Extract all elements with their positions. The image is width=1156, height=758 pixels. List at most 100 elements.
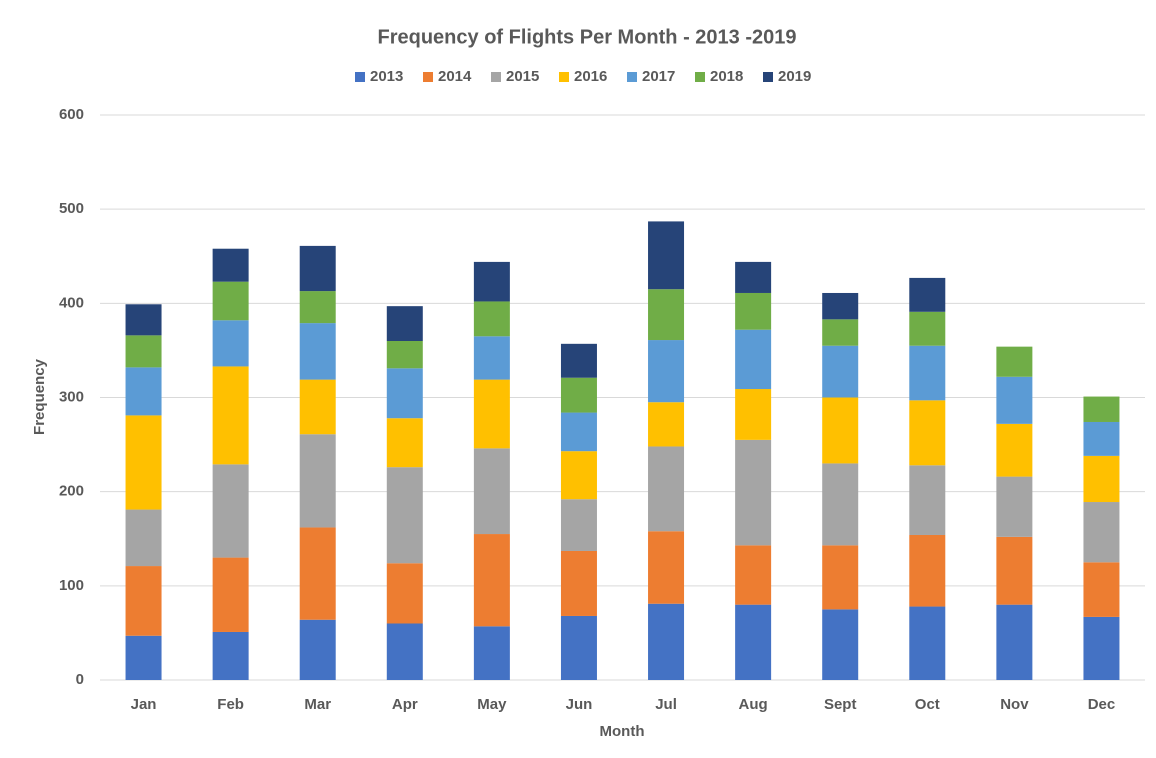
bar-segment <box>125 335 162 368</box>
bar-segment <box>125 635 162 680</box>
bar-segment <box>735 439 772 546</box>
bar-segment <box>473 261 510 302</box>
bar-segment <box>125 509 162 567</box>
x-tick-label: Sept <box>824 696 857 713</box>
bar-segment <box>996 476 1033 537</box>
bar-segment <box>648 402 685 447</box>
bar-segment <box>909 400 946 466</box>
bar-segment <box>560 615 597 680</box>
bar-segment <box>822 319 859 346</box>
legend-label: 2019 <box>778 68 811 85</box>
bar-segment <box>822 545 859 610</box>
bar-segment <box>473 448 510 535</box>
bar-segment <box>648 221 685 290</box>
bar-segment <box>735 292 772 330</box>
legend-swatch <box>491 72 501 82</box>
legend-swatch <box>627 72 637 82</box>
bar-segment <box>735 604 772 680</box>
bar-segment <box>299 619 336 680</box>
bar-segment <box>648 340 685 403</box>
bar-segment <box>299 323 336 380</box>
bar-segment <box>648 446 685 532</box>
bar-segment <box>909 277 946 312</box>
bar-segment <box>212 366 249 465</box>
bar-segment <box>299 245 336 292</box>
legend-label: 2013 <box>370 68 403 85</box>
bar-segment <box>822 292 859 320</box>
legend-label: 2015 <box>506 68 539 85</box>
bar-segment <box>473 626 510 680</box>
legend-swatch <box>423 72 433 82</box>
x-tick-label: Jan <box>131 696 157 713</box>
bar-segment <box>125 566 162 636</box>
bar-segment <box>473 534 510 627</box>
bar-segment <box>560 550 597 616</box>
bar-segment <box>822 609 859 680</box>
x-tick-label: Jul <box>655 696 677 713</box>
x-tick-label: Aug <box>739 696 768 713</box>
bar-segment <box>996 423 1033 477</box>
x-tick-label: Mar <box>304 696 331 713</box>
legend-swatch <box>355 72 365 82</box>
bar-segment <box>299 434 336 528</box>
x-tick-label: Dec <box>1088 696 1116 713</box>
legend-swatch <box>695 72 705 82</box>
bar-segment <box>125 304 162 336</box>
bar-segment <box>909 345 946 401</box>
y-tick-label: 100 <box>59 577 84 594</box>
bar-segment <box>909 311 946 346</box>
bar-segment <box>822 397 859 464</box>
bar-segment <box>386 623 423 680</box>
legend-label: 2018 <box>710 68 743 85</box>
bar-segment <box>1083 502 1120 563</box>
bar-segment <box>125 415 162 510</box>
bar-segment <box>473 379 510 449</box>
bar-segment <box>386 418 423 468</box>
bar-segment <box>560 451 597 500</box>
y-tick-label: 0 <box>76 671 84 688</box>
y-tick-label: 300 <box>59 388 84 405</box>
bar-segment <box>212 557 249 632</box>
bar-segment <box>735 329 772 390</box>
bar-segment <box>386 341 423 369</box>
legend-swatch <box>559 72 569 82</box>
x-axis-label: Month <box>600 723 645 740</box>
bar-segment <box>909 465 946 535</box>
bar-segment <box>560 377 597 413</box>
bar-segment <box>125 367 162 416</box>
bar-segment <box>386 306 423 341</box>
bar-segment <box>1083 396 1120 422</box>
bar-segment <box>996 536 1033 605</box>
bar-segment <box>996 346 1033 377</box>
bar-segment <box>473 336 510 380</box>
bar-segment <box>212 464 249 558</box>
x-tick-label: Nov <box>1000 696 1029 713</box>
bar-segment <box>822 345 859 398</box>
bar-segment <box>1083 421 1120 456</box>
legend-label: 2016 <box>574 68 607 85</box>
legend-swatch <box>763 72 773 82</box>
bar-segment <box>1083 562 1120 617</box>
bar-segment <box>909 606 946 680</box>
x-tick-label: May <box>477 696 507 713</box>
bar-segment <box>212 248 249 282</box>
x-tick-label: Oct <box>915 696 940 713</box>
bar-segment <box>560 412 597 452</box>
bar-segment <box>1083 455 1120 503</box>
bar-segment <box>648 603 685 680</box>
y-tick-label: 400 <box>59 294 84 311</box>
x-tick-label: Jun <box>566 696 593 713</box>
legend-label: 2017 <box>642 68 675 85</box>
bar-segment <box>212 320 249 367</box>
bar-segment <box>735 389 772 440</box>
y-axis-label: Frequency <box>31 358 48 435</box>
bar-segment <box>299 527 336 620</box>
bar-segment <box>996 376 1033 424</box>
bar-segment <box>299 291 336 324</box>
bar-segment <box>648 289 685 341</box>
x-tick-label: Apr <box>392 696 418 713</box>
y-tick-label: 500 <box>59 200 84 217</box>
bar-segment <box>386 368 423 419</box>
bar-segment <box>386 467 423 564</box>
bar-segment <box>212 631 249 680</box>
